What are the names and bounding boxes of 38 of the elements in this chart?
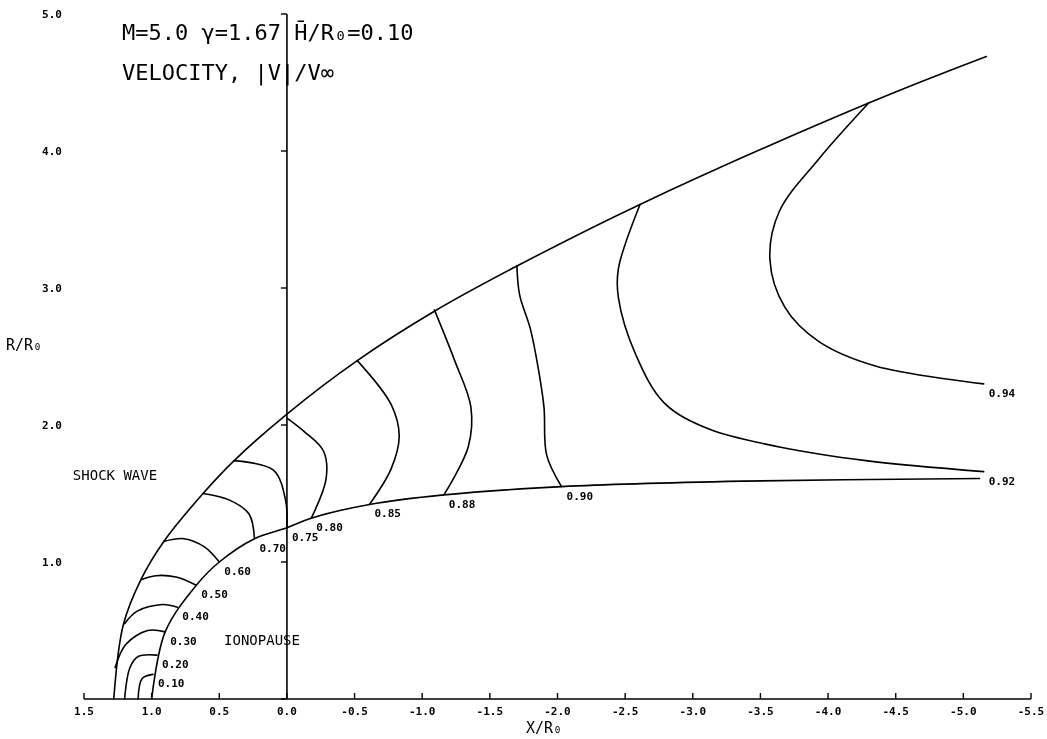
x-tick-label: -1.5 <box>476 705 504 718</box>
y-axis-title: R/R₀ <box>5 335 43 354</box>
y-tick-label: 1.0 <box>42 556 62 569</box>
series-label: 0.70 <box>259 541 286 555</box>
series-label: 0.30 <box>170 634 197 648</box>
x-tick-label: -5.0 <box>950 705 977 718</box>
series-label: 0.10 <box>158 677 185 691</box>
series-label: 0.80 <box>316 521 343 535</box>
y-tick-label: 3.0 <box>42 282 62 295</box>
annotation: SHOCK WAVE <box>72 467 158 483</box>
series-label: 0.75 <box>291 530 319 544</box>
y-tick-label: 5.0 <box>42 8 62 21</box>
x-tick-label: 1.0 <box>141 705 162 718</box>
y-tick-label: 4.0 <box>42 145 62 158</box>
series-label: 0.92 <box>988 474 1016 488</box>
x-tick-label: -3.0 <box>679 705 707 718</box>
x-tick-label: 0.5 <box>209 705 230 718</box>
series-label: 0.85 <box>374 507 401 521</box>
x-tick-label: -5.5 <box>1017 705 1045 718</box>
series-label: 0.90 <box>566 489 594 503</box>
x-tick-label: -1.0 <box>408 705 436 718</box>
y-tick-label: 2.0 <box>42 419 62 432</box>
x-axis-title: X/R₀ <box>525 719 563 737</box>
x-tick-label: -4.5 <box>882 705 909 718</box>
x-tick-label: -2.5 <box>611 705 639 718</box>
x-tick-label: 1.5 <box>74 705 94 718</box>
x-tick-label: -3.5 <box>747 705 774 718</box>
x-tick-label: 0.0 <box>276 705 297 718</box>
x-tick-label: -2.0 <box>544 705 571 718</box>
chart-title: M=5.0 γ=1.67 H̄/R₀=0.10 <box>122 19 414 45</box>
series-label: 0.20 <box>162 658 189 672</box>
series-label: 0.50 <box>201 588 228 602</box>
series-label: 0.60 <box>224 565 251 578</box>
series-label: 0.40 <box>182 610 209 624</box>
series-label: 0.94 <box>988 386 1016 400</box>
x-tick-label: -0.5 <box>341 705 368 718</box>
series-label: 0.88 <box>448 497 476 511</box>
x-tick-label: -4.0 <box>814 705 842 718</box>
